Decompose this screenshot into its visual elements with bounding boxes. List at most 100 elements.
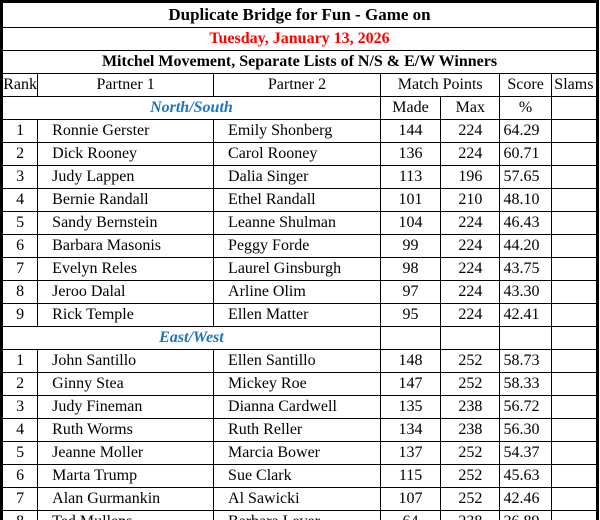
col-header-partner2: Partner 2 xyxy=(213,73,381,97)
table-row: 1 Ronnie Gerster Emily Shonberg 144 224 … xyxy=(0,119,599,143)
slams-cell xyxy=(550,211,599,235)
partner1-cell: Judy Fineman xyxy=(37,395,215,419)
partner2-cell: Marcia Bower xyxy=(213,441,381,465)
partner2-cell: Ellen Santillo xyxy=(213,349,381,373)
max-cell: 238 xyxy=(440,418,501,442)
score-cell: 60.71 xyxy=(499,142,552,166)
max-cell: 252 xyxy=(440,372,501,396)
score-cell: 43.75 xyxy=(499,257,552,281)
made-cell: 113 xyxy=(379,165,442,189)
slams-cell xyxy=(550,464,599,488)
made-cell: 134 xyxy=(379,418,442,442)
max-cell: 224 xyxy=(440,142,501,166)
table-row: 5 Sandy Bernstein Leanne Shulman 104 224… xyxy=(0,211,599,235)
col-header-made: Made xyxy=(379,96,442,120)
score-cell: 56.30 xyxy=(499,418,552,442)
partner2-cell: Sue Clark xyxy=(213,464,381,488)
partner2-cell: Ellen Matter xyxy=(213,303,381,327)
rank-cell: 4 xyxy=(0,188,39,212)
slams-cell xyxy=(550,142,599,166)
partner1-cell: Sandy Bernstein xyxy=(37,211,215,235)
partner1-cell: Ruth Worms xyxy=(37,418,215,442)
rank-cell: 3 xyxy=(0,165,39,189)
rank-cell: 6 xyxy=(0,464,39,488)
col-header-slams: Slams xyxy=(550,73,599,97)
partner1-cell: Alan Gurmankin xyxy=(37,487,215,511)
partner1-cell: Ronnie Gerster xyxy=(37,119,215,143)
slams-cell xyxy=(550,234,599,258)
partner2-cell: Arline Olim xyxy=(213,280,381,304)
section-header-row-north-south: North/South Made Max % xyxy=(1,96,599,120)
made-blank-cell xyxy=(379,326,442,350)
partner1-cell: Bernie Randall xyxy=(37,188,215,212)
col-header-match-points: Match Points xyxy=(379,73,501,97)
column-header-row: Rank Partner 1 Partner 2 Match Points Sc… xyxy=(0,73,599,97)
partner1-cell: Jeanne Moller xyxy=(37,441,215,465)
rank-cell: 6 xyxy=(0,234,39,258)
score-cell: 56.72 xyxy=(499,395,552,419)
max-cell: 252 xyxy=(440,487,501,511)
col-header-max: Max xyxy=(440,96,501,120)
table-row: 2 Dick Rooney Carol Rooney 136 224 60.71 xyxy=(0,142,599,166)
section-label-east-west: East/West xyxy=(1,326,381,350)
partner1-cell: Evelyn Reles xyxy=(37,257,215,281)
slams-cell xyxy=(550,349,599,373)
slams-cell xyxy=(550,188,599,212)
made-cell: 107 xyxy=(379,487,442,511)
made-cell: 147 xyxy=(379,372,442,396)
score-cell: 42.41 xyxy=(499,303,552,327)
title-row: Duplicate Bridge for Fun - Game on xyxy=(1,1,598,28)
partner2-cell: Leanne Shulman xyxy=(213,211,381,235)
partner2-cell: Peggy Forde xyxy=(213,234,381,258)
rank-cell: 2 xyxy=(0,372,39,396)
slams-cell xyxy=(550,487,599,511)
table-row: 8 Jeroo Dalal Arline Olim 97 224 43.30 xyxy=(0,280,599,304)
slams-cell xyxy=(550,119,599,143)
rank-cell: 8 xyxy=(0,280,39,304)
slams-blank-cell xyxy=(550,326,599,350)
score-cell: 44.20 xyxy=(499,234,552,258)
score-cell: 45.63 xyxy=(499,464,552,488)
made-cell: 98 xyxy=(379,257,442,281)
partner1-cell: John Santillo xyxy=(37,349,215,373)
max-cell: 196 xyxy=(440,165,501,189)
partner2-cell: Dianna Cardwell xyxy=(213,395,381,419)
slams-cell xyxy=(550,303,599,327)
partner1-cell: Ted Mullens xyxy=(37,510,215,520)
rank-cell: 2 xyxy=(0,142,39,166)
score-cell: 58.33 xyxy=(499,372,552,396)
slams-cell xyxy=(550,165,599,189)
slams-cell xyxy=(550,395,599,419)
partner1-cell: Rick Temple xyxy=(37,303,215,327)
partner2-cell: Barbara Lever xyxy=(213,510,381,520)
rank-cell: 7 xyxy=(0,487,39,511)
made-cell: 144 xyxy=(379,119,442,143)
score-cell: 46.43 xyxy=(499,211,552,235)
table-row: 1 John Santillo Ellen Santillo 148 252 5… xyxy=(0,349,599,373)
score-cell: 58.73 xyxy=(499,349,552,373)
partner2-cell: Ethel Randall xyxy=(213,188,381,212)
score-cell: 54.37 xyxy=(499,441,552,465)
slams-cell xyxy=(550,441,599,465)
rank-cell: 5 xyxy=(0,211,39,235)
max-cell: 238 xyxy=(440,510,501,520)
score-cell: 64.29 xyxy=(499,119,552,143)
max-cell: 252 xyxy=(440,349,501,373)
score-cell: 57.65 xyxy=(499,165,552,189)
score-cell: 42.46 xyxy=(499,487,552,511)
page-title: Duplicate Bridge for Fun - Game on xyxy=(1,1,598,28)
slams-cell xyxy=(550,510,599,520)
rank-cell: 1 xyxy=(0,119,39,143)
rank-cell: 4 xyxy=(0,418,39,442)
col-header-partner1: Partner 1 xyxy=(37,73,215,97)
made-cell: 137 xyxy=(379,441,442,465)
max-cell: 252 xyxy=(440,464,501,488)
made-cell: 97 xyxy=(379,280,442,304)
game-date: Tuesday, January 13, 2026 xyxy=(1,27,598,51)
partner2-cell: Emily Shonberg xyxy=(213,119,381,143)
table-row: 4 Ruth Worms Ruth Reller 134 238 56.30 xyxy=(0,418,599,442)
table-row: 2 Ginny Stea Mickey Roe 147 252 58.33 xyxy=(0,372,599,396)
made-cell: 136 xyxy=(379,142,442,166)
rank-cell: 8 xyxy=(0,510,39,520)
